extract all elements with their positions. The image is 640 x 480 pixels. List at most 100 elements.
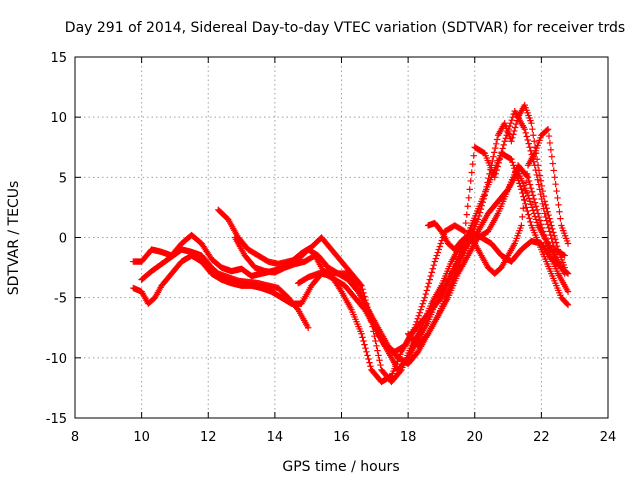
data-point xyxy=(376,357,383,364)
data-point xyxy=(434,249,441,256)
data-point xyxy=(421,294,428,301)
data-point xyxy=(530,195,538,203)
data-point xyxy=(427,272,434,280)
y-axis-label: SDTVAR / TECUs xyxy=(6,181,22,296)
data-point xyxy=(509,134,516,141)
data-point xyxy=(412,321,419,328)
data-point xyxy=(429,265,436,272)
data-point xyxy=(548,222,555,229)
x-tick-label: 16 xyxy=(333,430,350,445)
data-point xyxy=(549,160,556,167)
data-point xyxy=(423,287,430,294)
data-point xyxy=(508,156,515,163)
data-point xyxy=(533,206,541,214)
data-point xyxy=(367,363,374,370)
data-point xyxy=(476,209,484,216)
data-point xyxy=(536,172,544,179)
data-point xyxy=(549,225,556,233)
series-track-b xyxy=(130,150,572,386)
data-point xyxy=(563,300,571,308)
data-point xyxy=(520,205,527,212)
data-point xyxy=(304,324,312,331)
data-point xyxy=(478,202,486,209)
data-point xyxy=(525,177,533,185)
data-point xyxy=(364,352,371,359)
data-point xyxy=(522,129,529,137)
data-point xyxy=(462,219,469,227)
data-point xyxy=(535,213,543,221)
data-point xyxy=(536,217,544,224)
data-point xyxy=(521,187,529,195)
data-point xyxy=(422,290,429,298)
data-point xyxy=(365,355,372,363)
data-point xyxy=(495,159,502,167)
data-point xyxy=(528,204,536,211)
data-point xyxy=(561,264,568,271)
data-point xyxy=(538,224,546,232)
data-point xyxy=(371,332,378,340)
data-point xyxy=(518,222,525,229)
x-tick-label: 18 xyxy=(400,430,417,445)
data-point xyxy=(550,167,557,174)
data-point xyxy=(474,216,482,223)
data-point xyxy=(486,170,493,178)
data-point xyxy=(501,138,508,145)
data-point xyxy=(519,213,526,221)
x-tick-label: 8 xyxy=(71,430,79,445)
data-point xyxy=(483,183,490,190)
data-point xyxy=(436,243,443,250)
data-point xyxy=(543,242,551,250)
data-point xyxy=(485,174,492,182)
data-point xyxy=(463,211,470,218)
data-point xyxy=(359,334,366,341)
series-track-h xyxy=(404,162,572,349)
data-point xyxy=(416,309,423,316)
x-axis-label: GPS time / hours xyxy=(282,459,399,475)
data-point xyxy=(366,359,373,366)
data-point xyxy=(521,126,528,133)
data-point xyxy=(538,182,546,190)
data-point xyxy=(525,211,532,218)
data-point xyxy=(545,211,552,219)
data-point xyxy=(525,195,533,202)
data-point xyxy=(492,144,499,152)
data-point xyxy=(537,177,545,184)
series-track-f xyxy=(294,101,568,368)
data-point xyxy=(564,288,572,295)
data-point xyxy=(507,155,514,162)
data-point xyxy=(532,203,540,210)
data-point xyxy=(489,157,496,165)
data-point xyxy=(490,153,497,160)
data-point xyxy=(539,228,547,235)
data-point xyxy=(526,181,534,188)
data-point xyxy=(424,283,431,291)
data-point xyxy=(425,280,432,287)
data-point xyxy=(527,184,535,192)
data-point xyxy=(518,186,525,193)
data-point xyxy=(531,213,539,220)
data-point xyxy=(523,133,530,140)
data-point xyxy=(541,235,549,242)
data-point xyxy=(479,199,487,206)
data-point xyxy=(545,132,553,140)
data-point xyxy=(553,242,561,250)
data-point xyxy=(543,205,550,212)
series-track-e xyxy=(231,107,568,356)
series-track-g xyxy=(424,126,572,277)
data-point xyxy=(488,162,495,169)
data-point xyxy=(531,138,538,145)
data-point xyxy=(540,231,548,239)
data-point xyxy=(534,210,542,217)
data-point xyxy=(551,174,558,181)
data-point xyxy=(418,303,425,310)
data-point xyxy=(524,207,531,215)
data-point xyxy=(470,152,477,159)
data-point xyxy=(492,170,499,177)
data-point xyxy=(512,124,519,131)
data-point xyxy=(530,132,537,139)
data-point xyxy=(512,120,520,128)
x-tick-label: 20 xyxy=(466,430,483,445)
data-point xyxy=(497,152,504,159)
data-point xyxy=(551,232,558,239)
data-point xyxy=(526,215,533,222)
